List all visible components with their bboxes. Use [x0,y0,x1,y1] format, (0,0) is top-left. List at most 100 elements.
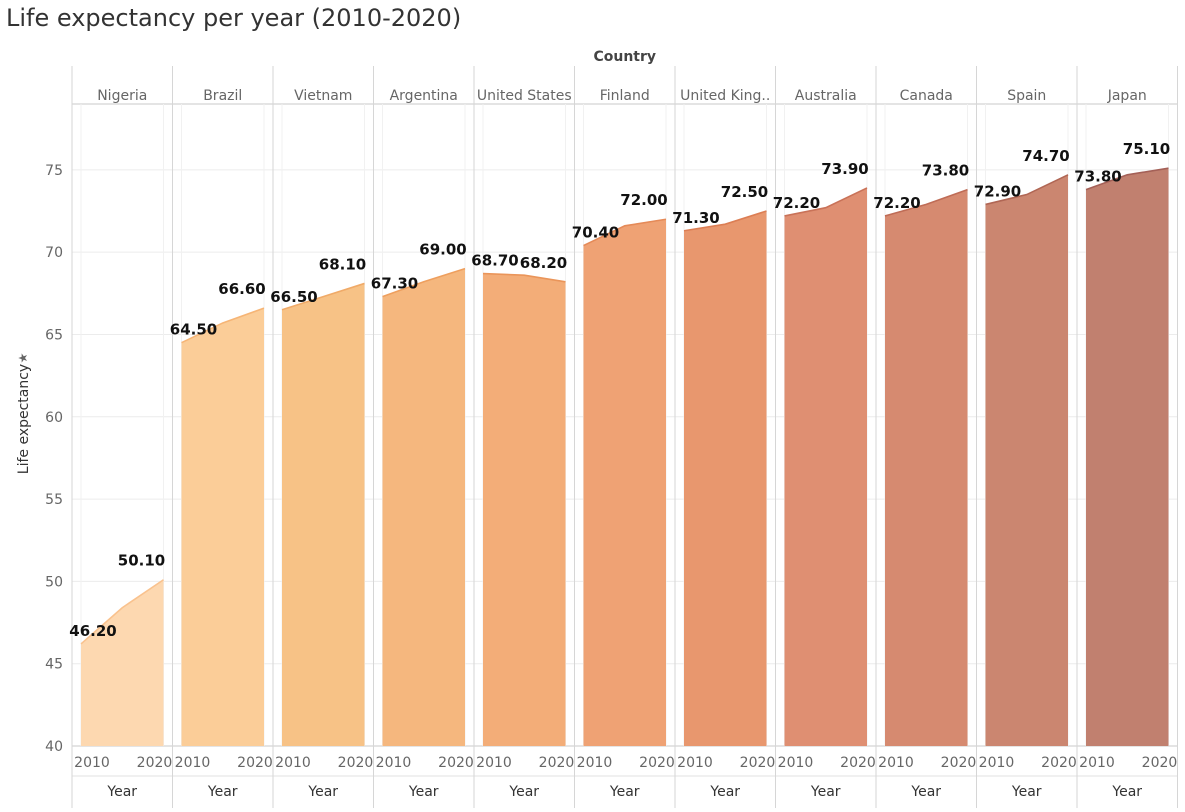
x-tick-label: 2010 [376,755,412,771]
x-tick-label: 2010 [175,755,211,771]
area-line-argentina [382,267,466,298]
area-nigeria [81,579,164,746]
data-label-end-brazil: 66.60 [218,280,265,298]
panel-header-brazil: Brazil [203,88,242,104]
x-tick-label: 2020 [338,755,374,771]
area-line-spain [985,174,1069,206]
panel-header-finland: Finland [600,88,650,104]
data-label-start-canada: 72.20 [873,194,920,212]
y-tick-label: 60 [45,410,63,426]
data-label-end-australia: 73.90 [821,160,868,178]
area-line-finland [583,218,667,247]
data-label-start-spain: 72.90 [974,182,1021,200]
y-tick-label: 75 [45,163,63,179]
y-tick-label: 45 [45,657,63,673]
x-axis-title: Year [709,784,740,800]
panel-header-spain: Spain [1007,88,1046,104]
area-line-australia [784,187,868,217]
area-line-vietnam [281,282,365,311]
area-japan [1086,168,1169,746]
area-finland [583,219,666,746]
x-axis-title: Year [106,784,137,800]
chart-title: Life expectancy per year (2010-2020) [6,4,462,32]
data-label-start-vietnam: 66.50 [270,288,317,306]
x-tick-label: 2020 [740,755,776,771]
x-tick-label: 2010 [979,755,1015,771]
data-label-end-japan: 75.10 [1123,140,1170,158]
x-tick-label: 2020 [639,755,675,771]
y-tick-label: 65 [45,327,63,343]
panel-header-vietnam: Vietnam [294,88,352,104]
area-line-united-states [482,272,566,283]
area-line-canada [884,188,968,217]
x-tick-label: 2020 [539,755,575,771]
x-axis-title: Year [1111,784,1142,800]
x-tick-label: 2020 [1041,755,1077,771]
x-tick-label: 2020 [840,755,876,771]
data-label-end-united-king: 72.50 [721,183,768,201]
x-tick-label: 2010 [577,755,613,771]
x-tick-label: 2020 [438,755,474,771]
panel-header-canada: Canada [900,88,953,104]
area-vietnam [282,283,365,746]
column-header: Country [593,49,656,65]
data-label-start-argentina: 67.30 [371,275,418,293]
x-tick-label: 2010 [476,755,512,771]
panel-header-australia: Australia [795,88,857,104]
data-label-end-spain: 74.70 [1022,147,1069,165]
area-line-japan [1085,167,1169,191]
data-label-end-canada: 73.80 [922,162,969,180]
y-axis-label: Life expectancy [16,364,32,474]
y-tick-label: 40 [45,739,63,755]
area-brazil [181,308,264,746]
panel-header-japan: Japan [1107,88,1147,104]
panel-header-united-king: United King.. [680,88,770,104]
x-tick-label: 2010 [677,755,713,771]
x-axis-title: Year [609,784,640,800]
data-label-end-nigeria: 50.10 [118,552,165,570]
x-tick-label: 2020 [941,755,977,771]
data-label-start-united-states: 68.70 [471,252,518,270]
x-tick-label: 2020 [1142,755,1178,771]
area-australia [784,187,867,746]
x-tick-label: 2010 [778,755,814,771]
area-spain [985,174,1068,747]
y-tick-label: 70 [45,245,63,261]
y-tick-label: 55 [45,492,63,508]
panel-header-united-states: United States [477,88,572,104]
x-axis-title: Year [408,784,439,800]
y-tick-label: 50 [45,574,63,590]
area-line-united-king [683,210,767,232]
data-label-start-brazil: 64.50 [170,321,217,339]
x-tick-label: 2010 [74,755,110,771]
panel-header-nigeria: Nigeria [97,88,147,104]
pin-icon: ★ [16,353,30,364]
x-tick-label: 2010 [878,755,914,771]
area-canada [885,189,968,747]
x-axis-title: Year [1011,784,1042,800]
data-label-start-nigeria: 46.20 [69,622,116,640]
x-axis-title: Year [307,784,338,800]
data-label-end-united-states: 68.20 [520,254,567,272]
x-axis-title: Year [910,784,941,800]
data-label-start-finland: 70.40 [572,224,619,242]
data-label-start-united-king: 71.30 [672,209,719,227]
data-label-end-argentina: 69.00 [419,241,466,259]
x-axis-title: Year [207,784,238,800]
area-united-states [483,273,566,746]
x-tick-label: 2010 [275,755,311,771]
data-label-start-japan: 73.80 [1074,168,1121,186]
x-tick-label: 2020 [237,755,273,771]
x-tick-label: 2010 [1079,755,1115,771]
data-label-end-vietnam: 68.10 [319,255,366,273]
area-line-nigeria [80,579,164,645]
area-united-king [684,211,767,746]
area-line-brazil [181,307,265,344]
area-argentina [382,268,465,746]
panel-header-argentina: Argentina [390,88,458,104]
x-axis-title: Year [810,784,841,800]
data-label-start-australia: 72.20 [773,194,820,212]
x-tick-label: 2020 [137,755,173,771]
data-label-end-finland: 72.00 [620,191,667,209]
